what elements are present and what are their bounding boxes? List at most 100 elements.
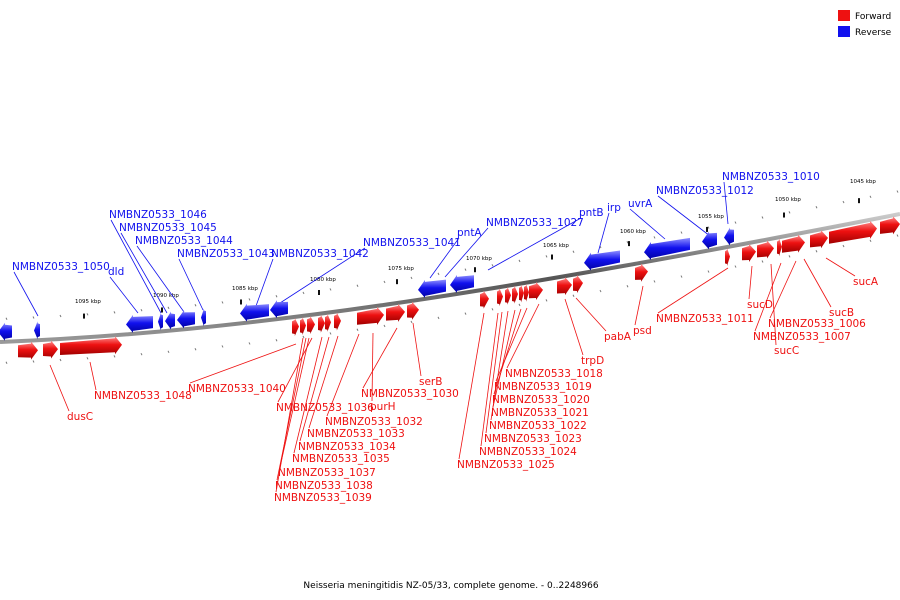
reverse-gene-arrow-1 bbox=[34, 321, 40, 340]
scale-tick bbox=[464, 312, 467, 315]
forward-gene-arrow-22 bbox=[725, 248, 730, 267]
scale-tick bbox=[383, 324, 386, 328]
gene-label-trpd: trpD bbox=[581, 355, 604, 367]
scale-tick bbox=[788, 255, 791, 258]
scale-labels: 1045 kbp 1050 kbp 1055 kbp 1060 kbp 1065 kbp… bbox=[75, 179, 876, 305]
label-leader-serb bbox=[412, 322, 422, 377]
scale-label: 1050 kbp bbox=[775, 197, 801, 203]
gene-label-nmbnz0533-1007: NMBNZ0533_1007 bbox=[753, 331, 851, 343]
gene-label-nmbnz0533-1020: NMBNZ0533_1020 bbox=[492, 394, 590, 406]
label-leader-nmbnz0533-1046 bbox=[110, 219, 162, 314]
scale-tick bbox=[383, 280, 386, 284]
scale-tick bbox=[194, 348, 197, 351]
label-leader-nmbnz0533-1034 bbox=[299, 336, 330, 442]
scale-major-tick bbox=[396, 279, 398, 285]
legend-reverse-swatch bbox=[838, 26, 850, 37]
scale-tick bbox=[59, 358, 62, 362]
scale-tick bbox=[653, 280, 656, 283]
scale-tick bbox=[653, 236, 656, 239]
forward-gene-arrow-9 bbox=[357, 306, 384, 325]
label-leader-nmbnz0533-1048 bbox=[89, 361, 97, 391]
scale-tick bbox=[356, 284, 359, 287]
label-leader-dusc bbox=[49, 364, 70, 412]
label-leader-nmbnz0533-1030 bbox=[362, 327, 398, 389]
scale-tick bbox=[437, 316, 440, 320]
gene-label-nmbnz0533-1032: NMBNZ0533_1032 bbox=[325, 416, 423, 428]
reverse-gene-arrow-0 bbox=[0, 322, 12, 341]
label-leader-nmbnz0533-1023 bbox=[485, 311, 503, 434]
scale-tick bbox=[896, 190, 899, 193]
label-leader-nmbnz0533-1022 bbox=[490, 310, 509, 421]
forward-gene-arrow-16 bbox=[519, 284, 524, 303]
scale-tick bbox=[140, 352, 143, 356]
scale-major-tick bbox=[161, 307, 163, 313]
scale-tick bbox=[248, 342, 251, 345]
scale-tick bbox=[545, 255, 548, 258]
scale-tick bbox=[140, 308, 143, 312]
scale-tick bbox=[599, 289, 602, 293]
genome-backbone bbox=[0, 212, 900, 344]
scale-major-tick bbox=[783, 212, 785, 218]
gene-label-nmbnz0533-1012: NMBNZ0533_1012 bbox=[656, 185, 754, 197]
label-leader-nmbnz0533-1041 bbox=[279, 247, 366, 304]
scale-tick bbox=[302, 335, 305, 339]
reverse-gene-arrow-7 bbox=[240, 303, 269, 322]
label-leader-trpd bbox=[564, 298, 584, 356]
label-leader-suca bbox=[825, 257, 856, 277]
scale-tick bbox=[194, 304, 197, 307]
gene-label-pnta: pntA bbox=[457, 227, 482, 239]
label-leader-nmbnz0533-1024 bbox=[480, 312, 499, 447]
reverse-gene-arrow-5 bbox=[177, 310, 195, 329]
label-leader-paba bbox=[575, 297, 607, 332]
gene-label-nmbnz0533-1022: NMBNZ0533_1022 bbox=[489, 420, 587, 432]
label-leader-uvra bbox=[629, 208, 666, 240]
forward-gene-arrow-27 bbox=[810, 230, 828, 249]
reverse-gene-arrow-3 bbox=[158, 312, 163, 331]
gene-label-psd: psd bbox=[633, 325, 652, 337]
label-leader-nmbnz0533-1006 bbox=[769, 260, 797, 319]
scale-tick bbox=[491, 308, 494, 311]
label-leader-nmbnz0533-1037 bbox=[279, 337, 310, 468]
reverse-gene-arrow-9 bbox=[418, 279, 446, 298]
label-leader-sucb bbox=[803, 258, 832, 308]
gene-label-sucd: sucD bbox=[747, 299, 773, 311]
legend-reverse-label: Reverse bbox=[855, 28, 892, 38]
scale-tick bbox=[572, 294, 575, 297]
scale-tick bbox=[113, 355, 116, 358]
gene-arrows bbox=[0, 216, 900, 360]
scale-tick bbox=[437, 272, 440, 276]
scale-tick bbox=[572, 250, 575, 253]
gene-labels: NMBNZ0533_1010NMBNZ0533_1012uvrAirppntBN… bbox=[12, 171, 879, 504]
gene-label-nmbnz0533-1034: NMBNZ0533_1034 bbox=[298, 441, 396, 453]
gene-label-succ: sucC bbox=[774, 345, 799, 357]
gene-label-nmbnz0533-1036: NMBNZ0533_1036 bbox=[276, 402, 374, 414]
scale-tick bbox=[410, 276, 413, 280]
label-leader-nmbnz0533-1038 bbox=[276, 337, 307, 481]
label-leader-nmbnz0533-1050 bbox=[13, 271, 39, 317]
label-leader-succ bbox=[770, 263, 777, 346]
forward-gene-arrow-24 bbox=[757, 240, 774, 259]
scale-major-tick bbox=[858, 198, 860, 204]
scale-tick bbox=[734, 221, 737, 224]
forward-gene-arrow-1 bbox=[43, 340, 58, 359]
scale-tick bbox=[302, 291, 305, 295]
scale-tick bbox=[869, 195, 872, 199]
gene-label-irp: irp bbox=[607, 202, 621, 214]
gene-label-nmbnz0533-1046: NMBNZ0533_1046 bbox=[109, 209, 207, 221]
gene-label-paba: pabA bbox=[604, 331, 632, 343]
scale-tick bbox=[518, 259, 521, 263]
label-leader-nmbnz0533-1043 bbox=[178, 258, 204, 311]
reverse-gene-arrow-11 bbox=[584, 250, 620, 271]
scale-tick bbox=[5, 317, 8, 320]
scale-tick bbox=[221, 301, 224, 304]
scale-tick bbox=[626, 285, 629, 288]
label-leader-pnta bbox=[429, 237, 460, 279]
scale-label: 1070 kbp bbox=[466, 256, 492, 262]
scale-tick bbox=[545, 299, 548, 302]
scale-tick bbox=[275, 339, 278, 342]
label-leader-nmbnz0533-1021 bbox=[492, 309, 516, 408]
forward-gene-arrow-20 bbox=[573, 275, 583, 294]
reverse-gene-arrow-8 bbox=[270, 300, 288, 319]
label-leader-nmbnz0533-1019 bbox=[495, 307, 528, 382]
